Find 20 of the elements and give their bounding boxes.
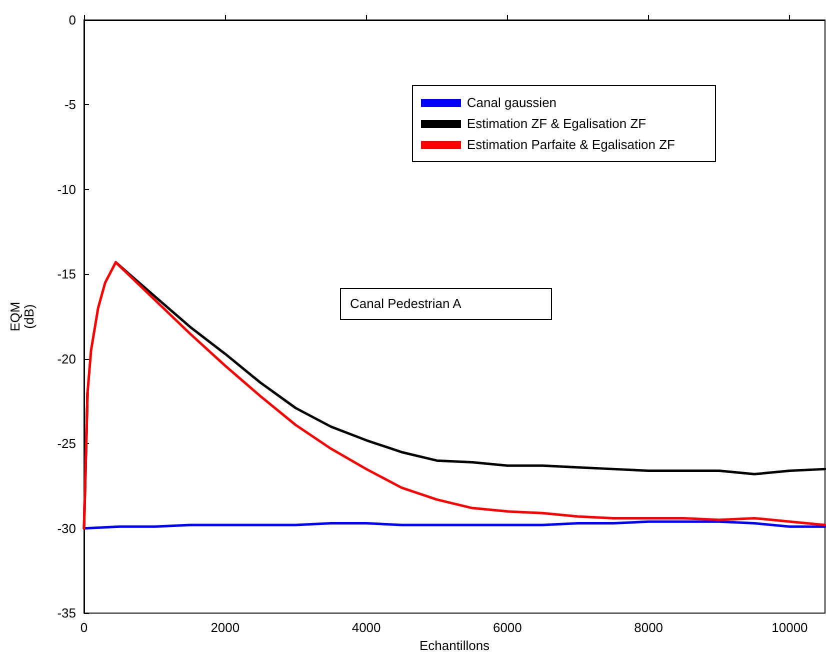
x-tick-label: 0	[80, 620, 88, 636]
y-tick-label: -15	[57, 266, 76, 282]
x-tick-label: 4000	[352, 620, 381, 636]
x-tick-label: 6000	[492, 620, 522, 636]
legend-label: Estimation Parfaite & Egalisation ZF	[466, 137, 675, 152]
x-tick-label: 10000	[772, 620, 808, 636]
legend-label: Estimation ZF & Egalisation ZF	[466, 116, 646, 131]
y-tick-label: 0	[68, 12, 76, 28]
annotation: Canal Pedestrian A	[340, 288, 552, 320]
y-axis-title: EQM (dB)	[8, 302, 36, 332]
x-tick-label: 8000	[634, 620, 664, 636]
y-tick-label: -20	[57, 351, 76, 366]
y-tick-label: -35	[57, 606, 76, 621]
x-axis-title: Echantillons	[419, 638, 490, 653]
y-tick-label: -5	[64, 97, 76, 112]
y-tick-label: -30	[57, 520, 76, 536]
y-tick-label: -10	[57, 182, 76, 197]
x-tick-label: 2000	[210, 620, 240, 636]
legend-label: Canal gaussien	[466, 95, 557, 110]
y-tick-label: -25	[57, 436, 76, 452]
